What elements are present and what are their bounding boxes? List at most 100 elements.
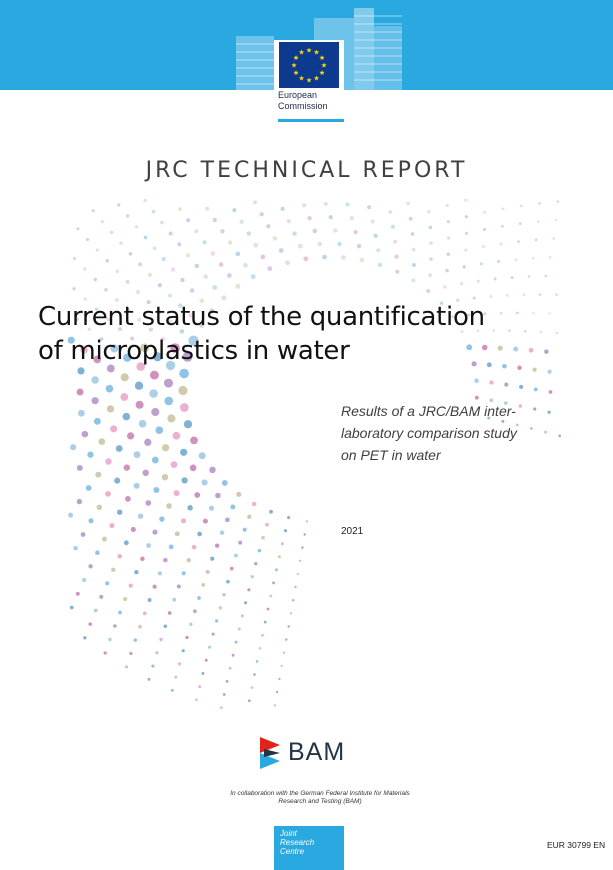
decorative-dot [85,485,92,491]
decorative-dot [529,427,533,430]
decorative-dot [349,216,354,221]
decorative-dot [237,627,241,631]
decorative-dot [116,509,123,515]
decorative-dot [118,327,122,331]
decorative-dot [179,329,185,334]
decorative-dot [95,248,99,252]
report-subtitle: Results of a JRC/BAM inter- laboratory c… [341,400,556,466]
decorative-dot [285,638,288,641]
ec-logo-line2: Commission [278,101,328,111]
decorative-dot [504,382,509,387]
decorative-dot [406,201,411,206]
decorative-dot [88,622,92,626]
decorative-dot [519,384,524,389]
decorative-dot [504,401,508,405]
decorative-dot [476,329,480,333]
decorative-dot [212,217,217,222]
decorative-dot [208,505,215,511]
eu-star-icon: ★ [293,54,299,62]
decorative-dot [471,361,477,367]
decorative-dot [210,556,215,561]
decorative-dot [483,210,487,214]
decorative-dot [83,636,87,640]
decorative-dot [305,520,309,523]
decorative-dot [91,376,99,384]
decorative-dot [282,651,286,654]
decorative-dot [257,548,262,553]
decorative-dot [277,555,281,559]
decorative-dot [110,344,119,353]
decorative-dot [201,583,206,587]
decorative-dot [106,405,115,413]
decorative-dot [130,336,135,341]
decorative-dot [248,699,251,702]
decorative-dot [221,295,227,301]
decorative-dot [157,309,162,315]
decorative-dot [152,352,163,362]
decorative-dot [122,412,131,421]
decorative-dot [180,448,188,456]
decorative-dot [168,231,173,236]
decorative-dot [181,571,186,576]
decorative-dot [205,206,210,211]
decorative-dot [204,658,208,662]
decorative-dot [96,504,103,510]
decorative-dot [115,298,119,302]
decorative-dot [205,569,210,574]
decorative-dot [181,477,188,484]
decorative-dot [143,235,148,240]
decorative-dot [189,288,195,293]
eu-star-icon: ★ [298,49,304,57]
decorative-dot [75,317,79,321]
decorative-dot [499,311,503,315]
decorative-dot [155,426,164,435]
decorative-dot [209,466,216,474]
decorative-dot [548,390,553,394]
decorative-dot [168,544,174,550]
decorative-dot [513,346,519,352]
decorative-dot [451,315,455,319]
decorative-dot [225,680,229,683]
decorative-dot [427,209,431,214]
decorative-dot [123,540,129,546]
decorative-dot [120,393,129,401]
decorative-dot [376,248,381,253]
decorative-dot [322,254,327,260]
ec-logo-text: European Commission [278,90,328,112]
decorative-dot [137,513,144,519]
decorative-dot [136,290,140,294]
decorative-dot [253,673,256,676]
decorative-dot [199,298,205,304]
decorative-dot [127,432,135,440]
decorative-dot [201,479,208,486]
decorative-dot [194,229,199,234]
decorative-dot [497,345,503,351]
decorative-dot [165,360,176,371]
decorative-dot [108,637,112,642]
decorative-dot [285,260,290,266]
decorative-dot [445,268,449,273]
decorative-dot [227,240,233,245]
decorative-dot [252,200,258,205]
decorative-dot [445,203,449,208]
decorative-dot [547,369,552,374]
decorative-dot [188,313,194,318]
decorative-dot [67,336,75,344]
decorative-dot [280,542,284,546]
eu-star-icon: ★ [293,69,299,77]
decorative-dot [464,248,468,252]
decorative-dot [155,651,159,655]
decorative-dot [303,533,306,536]
decorative-dot [253,242,259,248]
decorative-dot [303,256,309,262]
decorative-dot [188,335,199,346]
decorative-dot [278,677,281,681]
decorative-dot [214,619,219,623]
decorative-dot [510,276,514,279]
bam-logo-icon [260,737,280,769]
decorative-dot [166,503,172,509]
decorative-dot [520,204,523,208]
decorative-dot [73,545,78,551]
decorative-dot [201,672,205,675]
decorative-dot [70,444,77,451]
